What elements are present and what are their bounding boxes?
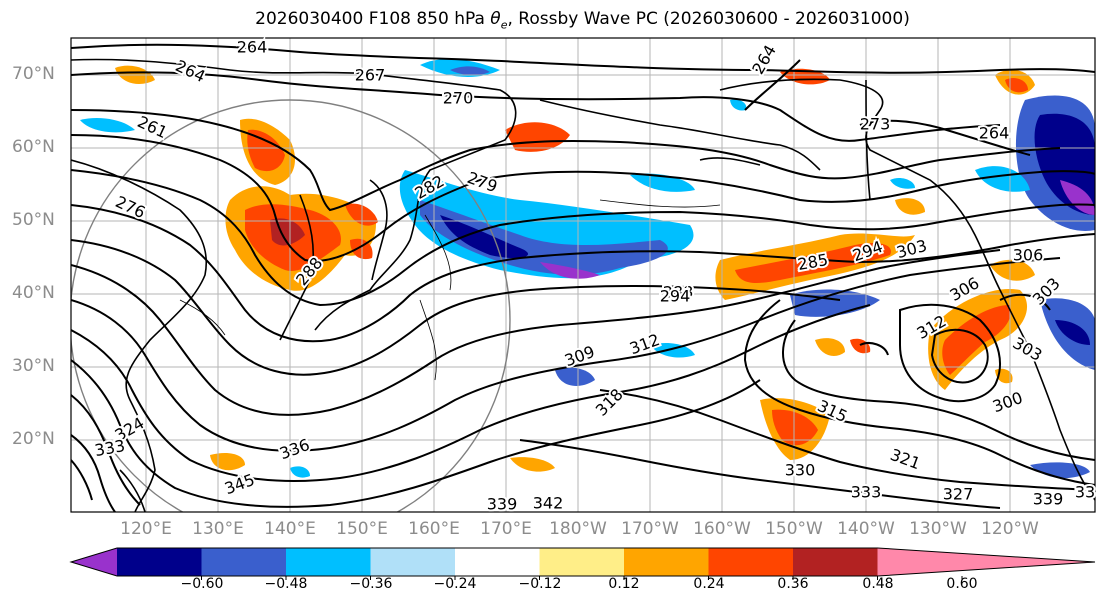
contour-label: 333 — [851, 483, 882, 502]
lon-label-170w: 170°W — [621, 519, 679, 539]
colorbar-tick-label: 0.36 — [777, 576, 809, 592]
colorbar-segment — [286, 548, 371, 576]
contour-label: 273 — [860, 115, 891, 134]
colorbar-segment — [370, 548, 456, 576]
colorbar — [69, 547, 1096, 580]
map-frame — [70, 37, 1096, 513]
lat-label-60n: 60°N — [12, 137, 55, 157]
contour-label: 330 — [785, 461, 816, 480]
theta-e-contours — [71, 43, 1095, 512]
lon-label-140e: 140°E — [264, 519, 316, 539]
lon-label-160e: 160°E — [408, 519, 460, 539]
coastlines — [71, 58, 1095, 512]
colorbar-tick-label: −0.24 — [433, 576, 477, 592]
range-circle — [71, 99, 511, 512]
colorbar-tick-label: −0.36 — [349, 576, 393, 592]
lon-label-160w: 160°W — [693, 519, 751, 539]
lat-label-40n: 40°N — [12, 283, 55, 303]
contour-label: 270 — [443, 89, 474, 108]
colorbar-segment — [624, 548, 709, 576]
colorbar-tick-label: 0.12 — [608, 576, 640, 592]
colorbar-outline — [69, 547, 1096, 577]
colorbar-tick-label: −0.48 — [264, 576, 308, 592]
lon-label-130w: 130°W — [909, 519, 967, 539]
negative-anomaly-shading — [80, 58, 1095, 479]
lat-label-20n: 20°N — [12, 429, 55, 449]
contour-label: 264 — [237, 38, 268, 57]
colorbar-tick-label: 0.48 — [862, 576, 894, 592]
map-title: 2026030400 F108 850 hPa θe, Rossby Wave … — [255, 9, 910, 32]
contour-label: 267 — [355, 66, 386, 85]
contour-zero-lines — [179, 199, 721, 381]
lat-label-70n: 70°N — [12, 64, 55, 84]
lon-label-130e: 130°E — [192, 519, 244, 539]
contour-label: 306 — [1013, 246, 1044, 265]
lon-label-120w: 120°W — [981, 519, 1039, 539]
colorbar-tick-label: 0.60 — [946, 576, 978, 592]
colorbar-tick-label: −0.12 — [518, 576, 562, 592]
colorbar-segment — [201, 548, 287, 576]
contour-label: 264 — [979, 124, 1010, 143]
colorbar-tick-label: −0.60 — [180, 576, 224, 592]
lon-label-180w: 180°W — [549, 519, 607, 539]
colorbar-segment — [708, 548, 794, 576]
lon-label-140w: 140°W — [837, 519, 895, 539]
lon-label-150w: 150°W — [765, 519, 823, 539]
lon-label-150e: 150°E — [336, 519, 388, 539]
contour-label: 339 — [1033, 490, 1064, 509]
colorbar-tick-label: 0.24 — [693, 576, 725, 592]
positive-anomaly-shading — [115, 65, 1035, 472]
lat-label-50n: 50°N — [12, 210, 55, 230]
contour-label: 33 — [1075, 483, 1095, 502]
contour-label: 294 — [660, 287, 691, 306]
map-area — [71, 38, 1095, 512]
contour-label: 339 — [487, 495, 518, 514]
colorbar-segment — [117, 548, 202, 576]
contour-label: 288 — [663, 283, 694, 302]
colorbar-extension-right — [877, 548, 1095, 576]
colorbar-segment — [539, 548, 625, 576]
lon-label-170e: 170°E — [480, 519, 532, 539]
contour-label: 342 — [533, 494, 564, 513]
colorbar-segment — [455, 548, 540, 576]
lon-label-120e: 120°E — [120, 519, 172, 539]
lat-label-30n: 30°N — [12, 356, 55, 376]
colorbar-extension-left — [71, 548, 117, 576]
contour-label: 327 — [943, 485, 974, 504]
colorbar-segment — [793, 548, 878, 576]
